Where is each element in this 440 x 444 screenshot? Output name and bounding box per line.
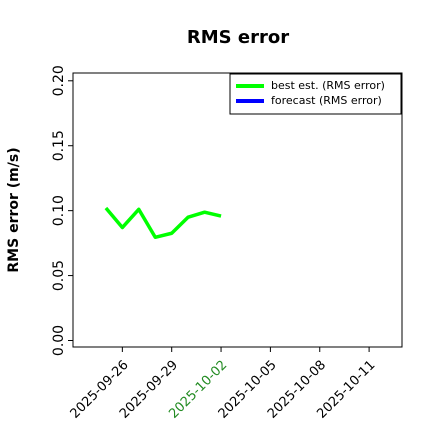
y-tick-label: 0.00 xyxy=(51,325,67,356)
legend-label: forecast (RMS error) xyxy=(271,94,382,107)
legend-label: best est. (RMS error) xyxy=(271,79,385,92)
y-tick-label: 0.05 xyxy=(51,260,67,291)
y-tick-label: 0.10 xyxy=(51,195,67,226)
legend-box xyxy=(229,73,402,115)
y-tick-label: 0.20 xyxy=(51,65,67,96)
y-axis-label: RMS error (m/s) xyxy=(6,147,22,272)
y-tick-label: 0.15 xyxy=(51,130,67,161)
plot-frame xyxy=(72,72,403,348)
chart-title: RMS error xyxy=(187,27,289,48)
line-series xyxy=(104,206,222,240)
